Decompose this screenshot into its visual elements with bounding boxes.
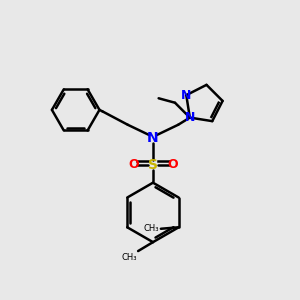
Text: N: N [147, 131, 159, 145]
Text: O: O [128, 158, 139, 171]
Text: CH₃: CH₃ [121, 253, 136, 262]
Text: N: N [185, 111, 195, 124]
Text: CH₃: CH₃ [144, 224, 159, 233]
Text: S: S [148, 158, 158, 172]
Text: N: N [181, 89, 191, 102]
Text: O: O [167, 158, 178, 171]
